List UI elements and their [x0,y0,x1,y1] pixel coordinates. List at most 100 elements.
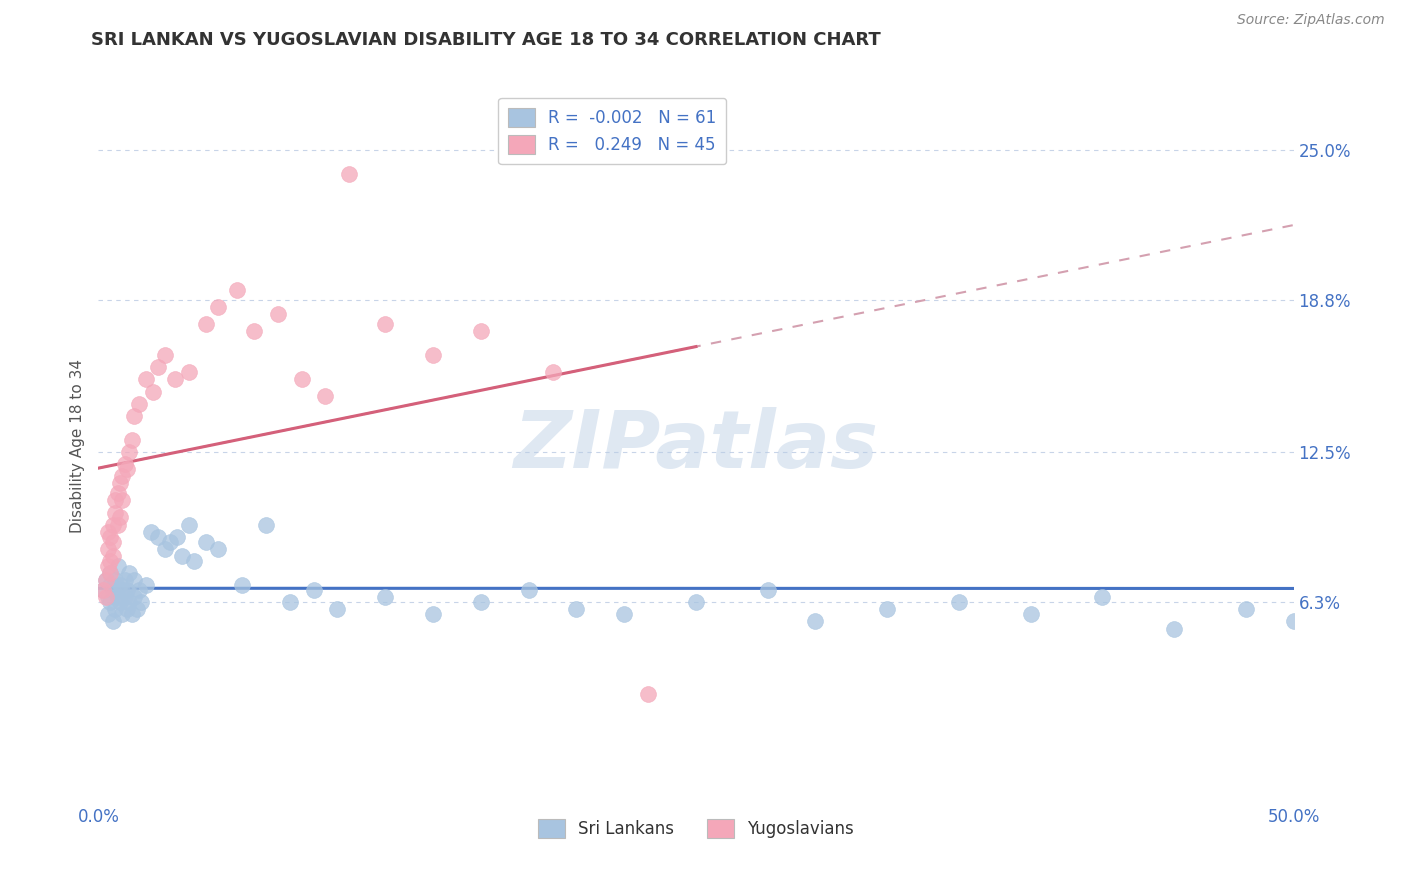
Point [207,300,229,314]
Point [124,590,146,604]
Point [94,574,117,588]
Point [148,360,170,375]
Point [326,602,349,616]
Point [108,578,131,592]
Point [1163,622,1185,636]
Point [108,595,131,609]
Point [195,534,218,549]
Point [108,476,131,491]
Point [541,365,564,379]
Point [135,372,157,386]
Point [101,582,124,597]
Text: ZIPatlas: ZIPatlas [513,407,879,485]
Point [111,582,134,597]
Point [111,607,134,621]
Point [107,486,129,500]
Point [128,397,150,411]
Point [470,324,492,338]
Point [1234,602,1257,616]
Point [422,607,444,621]
Point [94,574,117,588]
Point [97,541,120,556]
Point [315,389,337,403]
Point [125,602,148,616]
Point [172,549,194,563]
Point [207,541,229,556]
Point [104,493,127,508]
Point [118,445,141,459]
Point [91,582,114,597]
Point [339,167,361,181]
Point [118,566,141,580]
Point [104,506,127,520]
Point [115,582,138,597]
Point [422,348,444,362]
Point [804,615,827,629]
Point [115,462,138,476]
Point [101,549,124,563]
Point [637,687,659,701]
Point [183,554,205,568]
Point [124,574,146,588]
Point [98,595,122,609]
Point [108,510,131,524]
Point [374,317,396,331]
Point [97,558,120,573]
Point [98,530,122,544]
Point [107,558,129,573]
Point [613,607,636,621]
Point [302,582,325,597]
Point [139,524,162,539]
Point [94,590,117,604]
Point [1091,590,1114,604]
Point [685,595,707,609]
Point [121,607,143,621]
Point [97,524,120,539]
Point [111,469,134,483]
Point [128,582,150,597]
Point [91,582,114,597]
Point [756,582,779,597]
Text: SRI LANKAN VS YUGOSLAVIAN DISABILITY AGE 18 TO 34 CORRELATION CHART: SRI LANKAN VS YUGOSLAVIAN DISABILITY AGE… [91,31,882,49]
Point [278,595,301,609]
Point [121,433,143,447]
Point [115,602,138,616]
Point [1019,607,1042,621]
Point [876,602,898,616]
Point [97,607,120,621]
Point [107,590,129,604]
Point [155,541,177,556]
Point [111,493,134,508]
Point [254,517,277,532]
Point [179,365,201,379]
Point [267,307,290,321]
Point [124,409,146,423]
Point [243,324,266,338]
Point [98,578,122,592]
Point [231,578,253,592]
Point [114,574,136,588]
Point [948,595,970,609]
Point [1282,615,1305,629]
Point [155,348,177,362]
Point [159,534,181,549]
Text: Source: ZipAtlas.com: Source: ZipAtlas.com [1237,13,1385,28]
Y-axis label: Disability Age 18 to 34: Disability Age 18 to 34 [69,359,84,533]
Point [470,595,492,609]
Point [101,534,124,549]
Point [131,595,153,609]
Point [118,595,141,609]
Legend: Sri Lankans, Yugoslavians: Sri Lankans, Yugoslavians [531,812,860,845]
Point [98,566,122,580]
Point [291,372,314,386]
Point [97,590,120,604]
Point [195,317,218,331]
Point [135,578,157,592]
Point [517,582,540,597]
Point [166,530,188,544]
Point [179,517,201,532]
Point [374,590,396,604]
Point [565,602,588,616]
Point [98,566,122,580]
Point [104,574,127,588]
